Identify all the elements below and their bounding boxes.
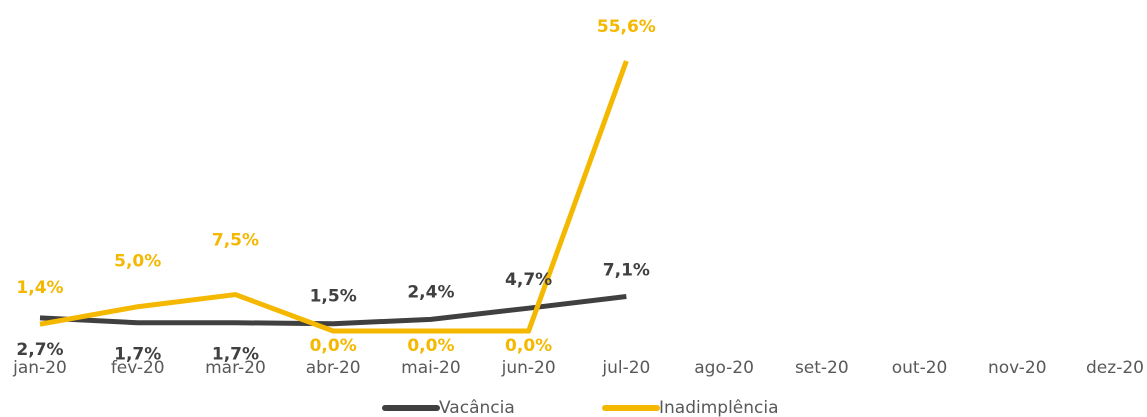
data-label: 2,4% (407, 282, 454, 302)
x-tick-label: mai-20 (401, 358, 460, 378)
x-tick-label: mar-20 (205, 358, 266, 378)
data-label: 1,5% (310, 287, 357, 307)
data-label: 0,0% (407, 336, 454, 356)
data-label: 2,7% (16, 340, 63, 360)
data-label: 4,7% (505, 270, 552, 290)
x-tick-label: ago-20 (694, 358, 754, 378)
x-tick-label: nov-20 (988, 358, 1047, 378)
x-tick-label: jul-20 (601, 358, 650, 378)
data-label: 7,1% (603, 261, 650, 281)
data-label: 55,6% (597, 17, 656, 37)
x-tick-label: abr-20 (306, 358, 361, 378)
data-label: 1,7% (212, 345, 259, 365)
series-line (39, 294, 627, 327)
x-tick-label: fev-20 (111, 358, 165, 378)
legend-label: Vacância (439, 398, 515, 417)
data-label: 1,7% (114, 345, 161, 365)
data-label: 0,0% (310, 336, 357, 356)
legend-label: Inadimplência (659, 398, 779, 417)
data-label: 7,5% (212, 231, 259, 251)
series-line (39, 60, 629, 334)
x-tick-label: set-20 (795, 358, 849, 378)
data-label: 1,4% (16, 278, 63, 298)
x-tick-label: dez-20 (1086, 358, 1144, 378)
x-tick-label: jan-20 (12, 358, 67, 378)
x-tick-label: jun-20 (501, 358, 556, 378)
data-label: 5,0% (114, 252, 161, 272)
x-tick-label: out-20 (892, 358, 948, 378)
data-label: 0,0% (505, 336, 552, 356)
